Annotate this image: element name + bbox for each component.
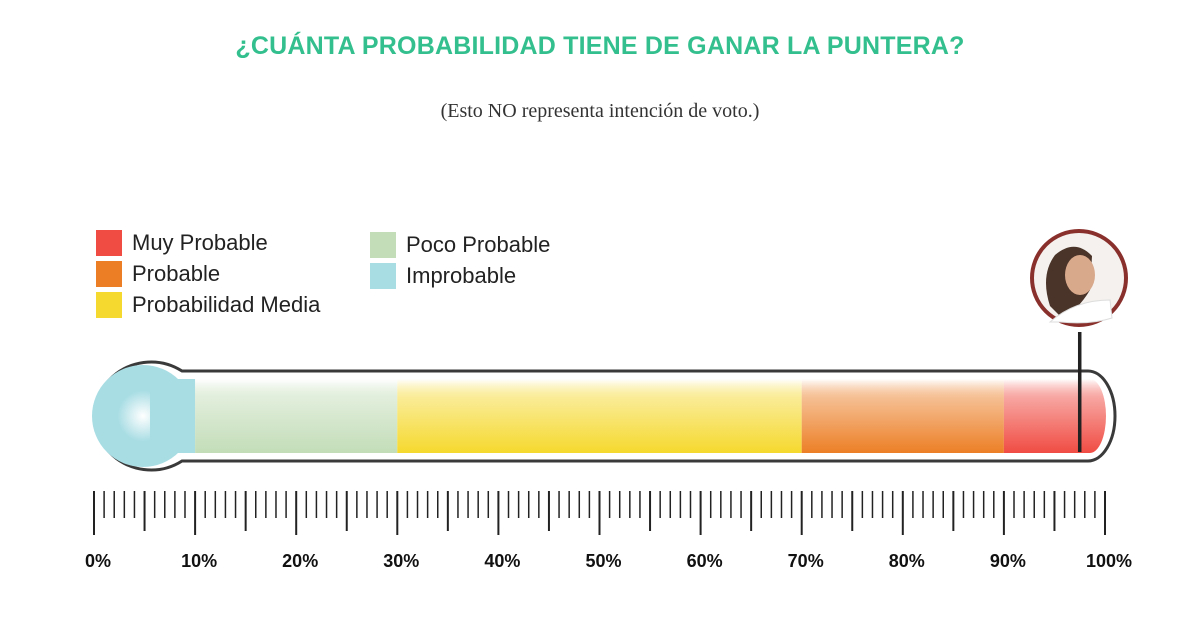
tick-label: 100% — [1086, 551, 1132, 571]
tick-label: 10% — [181, 551, 217, 571]
legend-item-probable: Probable — [96, 261, 220, 287]
segment-improbable — [150, 379, 196, 453]
candidate-face — [1065, 255, 1095, 295]
legend-swatch — [370, 232, 396, 258]
segment-probable — [801, 379, 1004, 453]
tick-label: 40% — [484, 551, 520, 571]
legend-label: Probable — [132, 261, 221, 286]
segment-poco-probable — [195, 379, 398, 453]
tick-label: 0% — [85, 551, 111, 571]
legend-label: Poco Probable — [406, 232, 551, 257]
legend-label: Probabilidad Media — [132, 292, 321, 317]
tick-label: 70% — [788, 551, 824, 571]
tick-label: 50% — [585, 551, 621, 571]
legend-item-improbable: Improbable — [370, 263, 516, 289]
legend-swatch — [96, 261, 122, 287]
tick-label: 30% — [383, 551, 419, 571]
legend-label: Improbable — [406, 263, 517, 288]
segment-muy-probable — [1003, 379, 1106, 453]
legend-label: Muy Probable — [132, 230, 268, 255]
candidate-shirt — [1048, 299, 1113, 324]
legend-swatch — [370, 263, 396, 289]
legend-swatch — [96, 292, 122, 318]
legend-item-poco-probable: Poco Probable — [370, 232, 550, 258]
tick-label: 60% — [687, 551, 723, 571]
legend-item-muy-probable: Muy Probable — [96, 230, 268, 256]
legend-item-probabilidad-media: Probabilidad Media — [96, 292, 320, 318]
chart-subtitle: (Esto NO representa intención de voto.) — [440, 100, 760, 122]
tick-label: 80% — [889, 551, 925, 571]
segment-probabilidad-media — [397, 379, 802, 453]
chart-title: ¿CUÁNTA PROBABILIDAD TIENE DE GANAR LA P… — [235, 32, 965, 60]
tick-label: 90% — [990, 551, 1026, 571]
tick-label: 20% — [282, 551, 318, 571]
legend-swatch — [96, 230, 122, 256]
